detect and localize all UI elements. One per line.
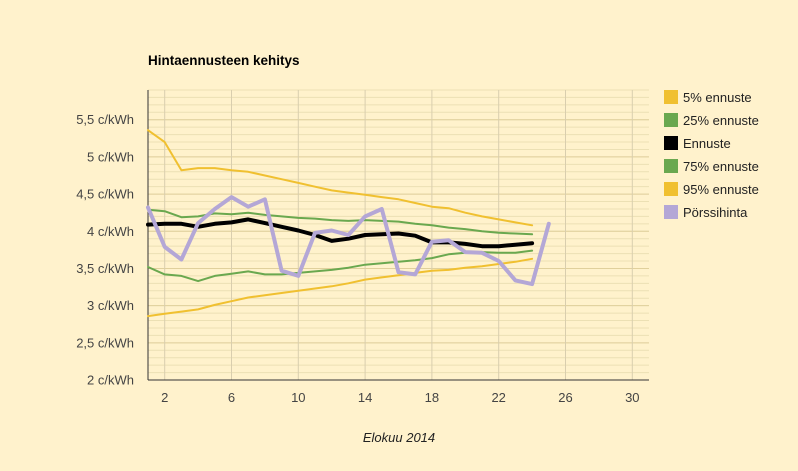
- y-axis-ticks: 2 c/kWh 2,5 c/kWh 3 c/kWh 3,5 c/kWh 4 c/kWh 4…: [76, 112, 134, 387]
- series-lines: [146, 129, 551, 318]
- legend-swatch: [664, 113, 678, 127]
- x-axis-ticks: 2 6 10 14 18 22 26 30: [161, 390, 639, 405]
- legend-swatch: [664, 136, 678, 150]
- legend-label: 25% ennuste: [683, 113, 759, 128]
- legend-label: 75% ennuste: [683, 159, 759, 174]
- y-tick-label: 3,5 c/kWh: [76, 261, 134, 276]
- legend-swatch: [664, 90, 678, 104]
- y-tick-label: 3 c/kWh: [87, 298, 134, 313]
- x-tick-label: 30: [625, 390, 639, 405]
- series-line-2: [147, 249, 534, 283]
- chart-title: Hintaennusteen kehitys: [148, 53, 300, 68]
- x-tick-label: 14: [358, 390, 372, 405]
- legend-swatch: [664, 159, 678, 173]
- x-tick-label: 26: [558, 390, 572, 405]
- legend-swatch: [664, 205, 678, 219]
- y-tick-label: 2 c/kWh: [87, 373, 134, 388]
- legend-label: Pörssihinta: [683, 205, 748, 220]
- x-tick-label: 6: [228, 390, 235, 405]
- legend-label: Ennuste: [683, 136, 731, 151]
- x-tick-label: 18: [425, 390, 439, 405]
- legend-swatch: [664, 182, 678, 196]
- y-tick-label: 4,5 c/kWh: [76, 187, 134, 202]
- x-tick-label: 2: [161, 390, 168, 405]
- series-line-5: [147, 129, 534, 227]
- y-tick-label: 5 c/kWh: [87, 149, 134, 164]
- axes: [147, 90, 649, 381]
- y-tick-label: 5,5 c/kWh: [76, 112, 134, 127]
- y-tick-label: 2,5 c/kWh: [76, 335, 134, 350]
- y-tick-label: 4 c/kWh: [87, 224, 134, 239]
- legend: 5% ennuste 25% ennuste Ennuste 75% ennuste 9…: [664, 90, 759, 220]
- legend-label: 5% ennuste: [683, 90, 752, 105]
- series-line-6: [146, 195, 551, 287]
- x-tick-label: 22: [491, 390, 505, 405]
- x-tick-label: 10: [291, 390, 305, 405]
- series-line-4: [147, 208, 534, 236]
- series-line-3: [146, 217, 535, 249]
- legend-label: 95% ennuste: [683, 182, 759, 197]
- x-axis-label: Elokuu 2014: [363, 430, 435, 445]
- series-line-1: [147, 257, 534, 318]
